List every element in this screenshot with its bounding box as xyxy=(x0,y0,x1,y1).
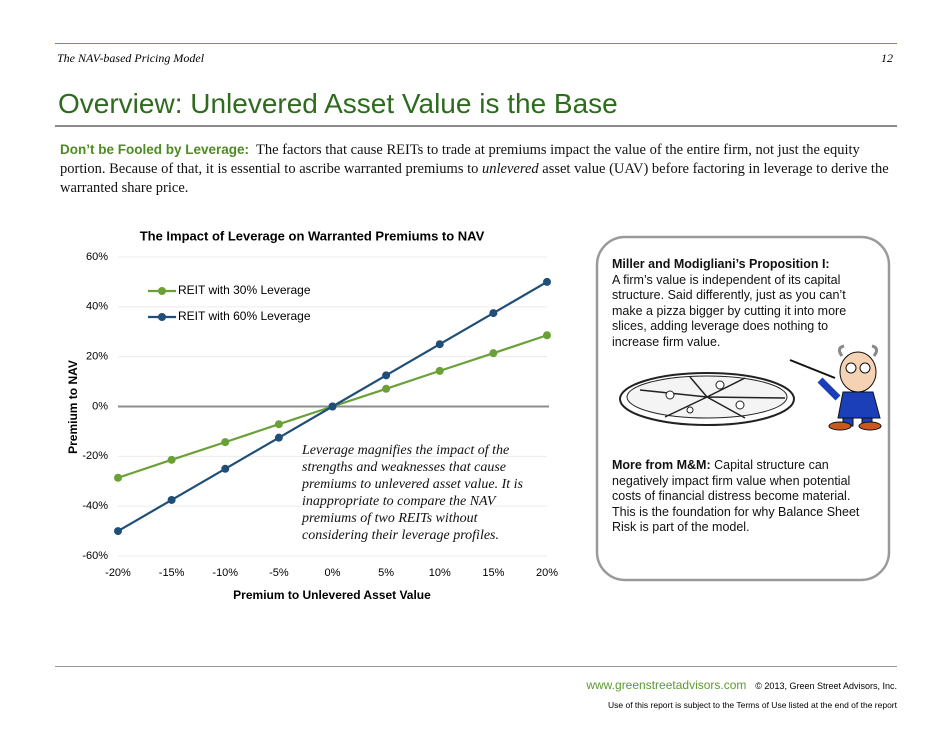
footer-url[interactable]: www.greenstreetadvisors.com xyxy=(586,678,747,692)
data-point xyxy=(274,420,283,429)
data-point xyxy=(382,384,391,393)
data-point xyxy=(382,371,391,380)
x-tick-label: -10% xyxy=(212,567,238,579)
data-point xyxy=(114,473,122,482)
y-tick-label: -20% xyxy=(82,450,108,462)
data-point xyxy=(328,402,337,411)
data-point xyxy=(167,495,176,504)
callout-text: More from M&M: Capital structure can neg… xyxy=(612,458,874,536)
data-point xyxy=(221,464,230,473)
x-tick-label: 15% xyxy=(482,567,504,579)
y-tick-label: -40% xyxy=(82,500,108,512)
data-point xyxy=(543,331,551,340)
y-tick-label: 20% xyxy=(86,351,108,363)
x-tick-label: -5% xyxy=(269,567,289,579)
legend-label: REIT with 60% Leverage xyxy=(178,309,311,323)
intro: Don’t be Fooled by Leverage: The factors… xyxy=(60,141,895,198)
x-tick-label: 20% xyxy=(536,567,558,579)
data-point xyxy=(114,527,122,536)
data-point xyxy=(167,455,176,464)
x-tick-label: -20% xyxy=(105,567,131,579)
plot: -60% -40% -20% 0% 20% 40% 60% -20% -15% -10% -5% 0%… xyxy=(82,251,558,579)
pizza xyxy=(619,372,795,426)
annotation-line: strengths and weaknesses that cause xyxy=(302,460,507,475)
footer: www.greenstreetadvisors.com © 2013, Gree… xyxy=(586,676,897,710)
data-point xyxy=(489,309,498,318)
data-point xyxy=(489,349,498,358)
y-tick-label: -60% xyxy=(82,550,108,562)
annotation-line: premiums to unlevered asset value. It is xyxy=(302,477,523,492)
callout-body: A firm’s value is independent of its cap… xyxy=(612,272,847,349)
intro-lead: Don’t be Fooled by Leverage: xyxy=(60,142,250,157)
annotation-line: Leverage magnifies the impact of the xyxy=(302,443,510,458)
data-point xyxy=(221,438,230,447)
x-axis-label: Premium to Unlevered Asset Value xyxy=(233,588,431,602)
legend-label: REIT with 30% Leverage xyxy=(178,283,311,297)
annotation-line: considering their leverage profiles. xyxy=(302,528,499,543)
section-name: The NAV-based Pricing Model xyxy=(57,51,205,65)
footer-copyright: © 2013, Green Street Advisors, Inc. xyxy=(755,681,897,691)
x-tick-label: 10% xyxy=(429,567,451,579)
footer-rule xyxy=(55,666,897,667)
chart: The Impact of Leverage on Warranted Prem… xyxy=(66,228,891,602)
y-tick-label: 40% xyxy=(86,301,108,313)
page-number: 12 xyxy=(881,51,893,65)
data-point xyxy=(435,366,444,375)
annotation-line: premiums of two REITs without xyxy=(302,511,478,526)
callout-lead: More from M&M: xyxy=(612,458,711,472)
y-tick-label: 0% xyxy=(92,400,108,412)
callout-text: Miller and Modigliani’s Proposition I: A… xyxy=(612,257,874,350)
title-rule xyxy=(55,125,897,127)
data-point xyxy=(274,433,283,442)
footer-terms: Use of this report is subject to the Ter… xyxy=(608,700,897,710)
callout-title: Miller and Modigliani’s Proposition I: xyxy=(612,257,830,271)
legend-marker xyxy=(158,313,166,321)
data-point xyxy=(543,277,551,286)
intro-emphasis: unlevered xyxy=(482,161,539,177)
y-axis-label: Premium to NAV xyxy=(66,360,80,454)
top-rule xyxy=(55,43,897,44)
intro-text: The factors that cause REITs to trade at… xyxy=(60,142,860,177)
intro-text: asset value (UAV) before factoring in le… xyxy=(60,161,889,196)
annotation-line: inappropriate to compare the NAV xyxy=(302,494,496,509)
data-point xyxy=(435,340,444,349)
annotation: Leverage magnifies the impact of the stre… xyxy=(302,442,523,544)
slide-title: Overview: Unlevered Asset Value is the B… xyxy=(58,88,618,119)
x-tick-label: 5% xyxy=(378,567,394,579)
x-tick-label: 0% xyxy=(325,567,341,579)
legend-marker xyxy=(158,287,166,295)
chart-title: The Impact of Leverage on Warranted Prem… xyxy=(140,228,485,243)
x-tick-label: -15% xyxy=(159,567,185,579)
y-tick-label: 60% xyxy=(86,251,108,263)
professor xyxy=(789,344,882,431)
callout-body: Capital structure can negatively impact … xyxy=(612,458,860,534)
